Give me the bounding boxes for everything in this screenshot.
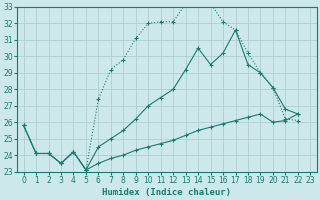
X-axis label: Humidex (Indice chaleur): Humidex (Indice chaleur) [102,188,231,197]
